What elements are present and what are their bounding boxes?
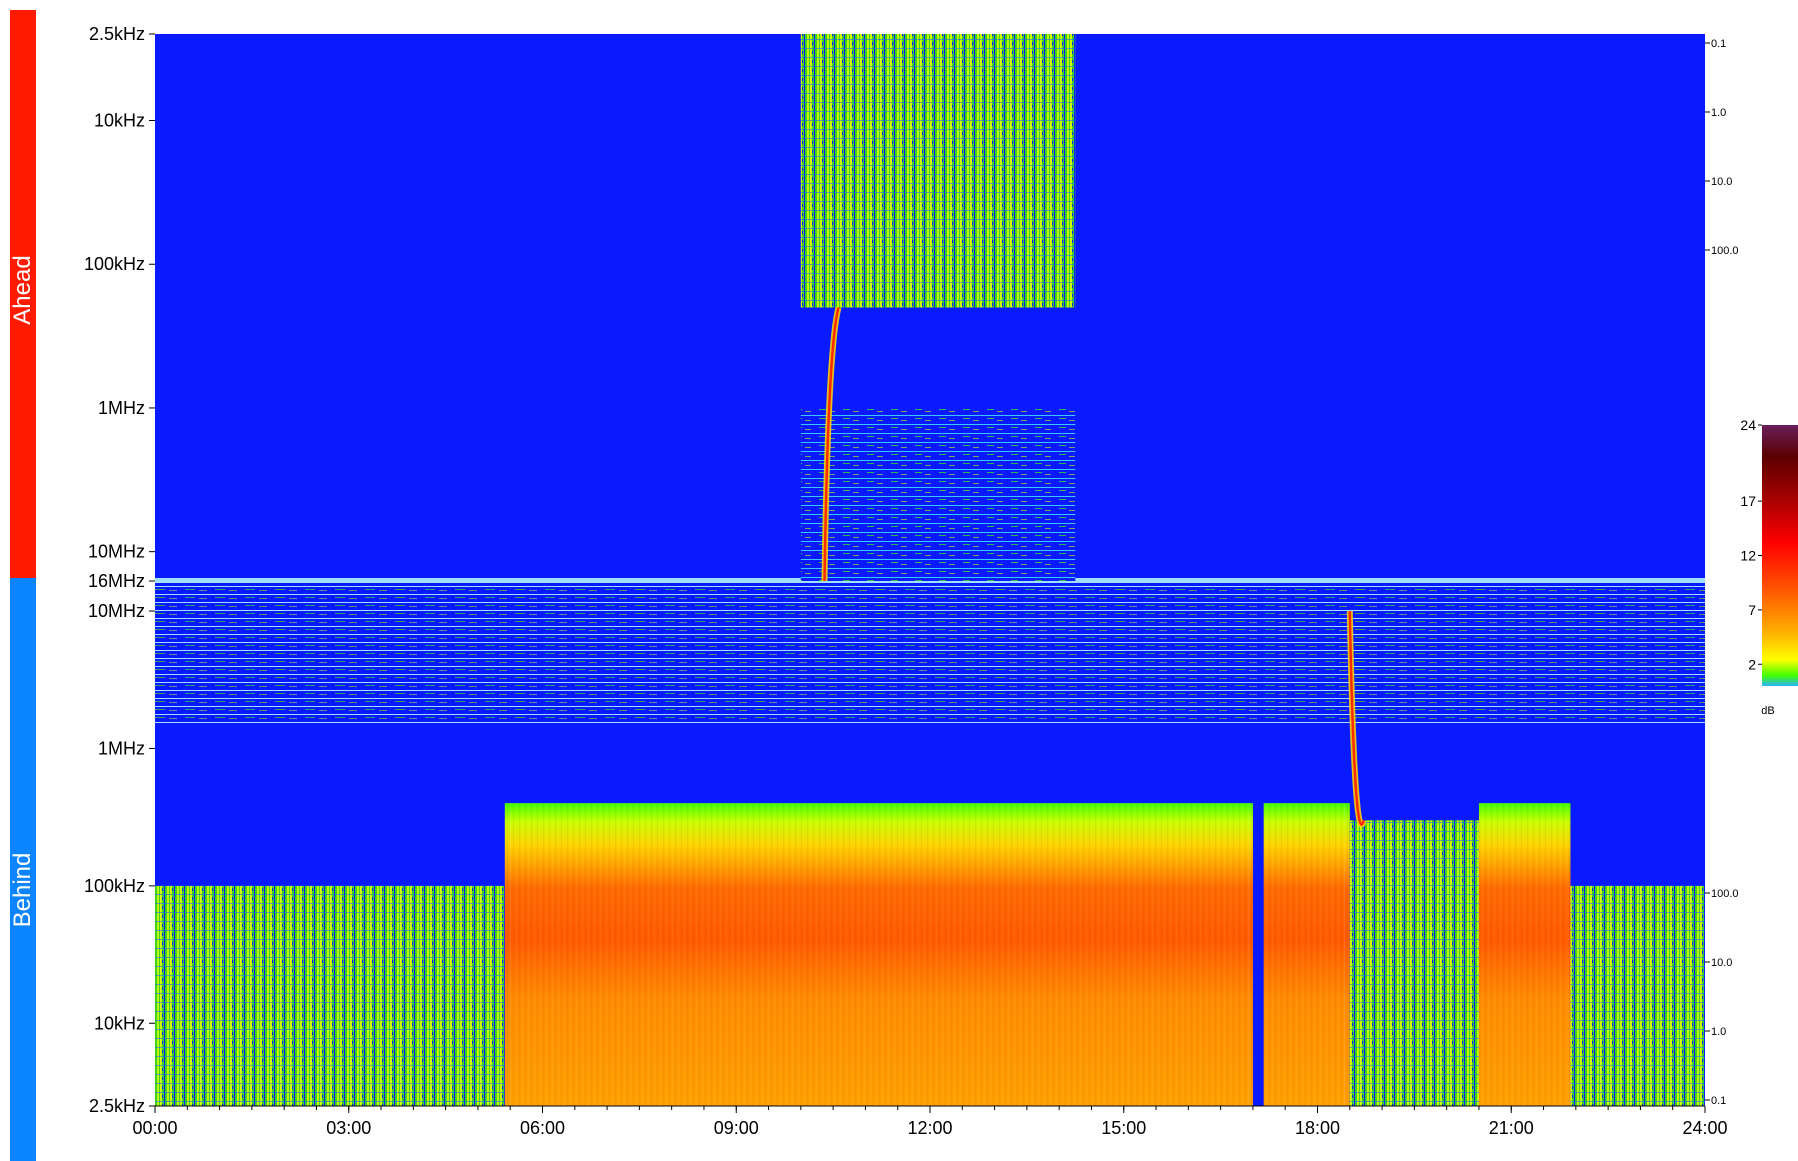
x-tick-label: 06:00: [520, 1118, 565, 1138]
x-tick-label: 18:00: [1295, 1118, 1340, 1138]
right-tick-label: 0.1: [1711, 1095, 1726, 1107]
colorbar: [1762, 425, 1798, 686]
x-tick-label: 09:00: [714, 1118, 759, 1138]
ahead-panel-bar: [10, 10, 36, 578]
y-tick-label: 10MHz: [88, 601, 145, 621]
x-tick-label: 15:00: [1101, 1118, 1146, 1138]
y-tick-label: 100kHz: [84, 876, 145, 896]
colorbar-unit-label: dB: [1761, 705, 1774, 717]
behind-noise-band: [155, 583, 1705, 725]
right-tick-label: 1.0: [1711, 1026, 1726, 1038]
activity-block-texture: [1263, 803, 1350, 1106]
x-tick-label: 12:00: [907, 1118, 952, 1138]
y-tick-label: 16MHz: [88, 571, 145, 591]
activity-block: [800, 407, 1076, 581]
right-tick-label: 100.0: [1711, 888, 1739, 900]
right-tick-label: 10.0: [1711, 957, 1732, 969]
activity-block-texture: [504, 803, 1253, 1106]
y-tick-label: 10MHz: [88, 542, 145, 562]
x-tick-label: 21:00: [1489, 1118, 1534, 1138]
colorbar-tick-label: 7: [1748, 602, 1756, 618]
right-tick-label: 1.0: [1711, 107, 1726, 119]
y-tick-label: 100kHz: [84, 254, 145, 274]
radio-burst: [1348, 611, 1365, 826]
x-tick-label: 03:00: [326, 1118, 371, 1138]
activity-block: [1570, 885, 1705, 1106]
colorbar-tick-label: 24: [1740, 417, 1756, 433]
y-tick-label: 10kHz: [94, 111, 145, 131]
y-tick-label: 10kHz: [94, 1013, 145, 1033]
radio-burst: [823, 307, 840, 582]
x-tick-label: 00:00: [132, 1118, 177, 1138]
right-tick-label: 100.0: [1711, 245, 1739, 257]
x-tick-label: 24:00: [1682, 1118, 1727, 1138]
y-tick-label: 1MHz: [98, 398, 145, 418]
colorbar-tick-label: 17: [1740, 493, 1756, 509]
right-tick-label: 10.0: [1711, 176, 1732, 188]
colorbar-tick-label: 2: [1748, 656, 1756, 672]
activity-block-texture: [1478, 803, 1571, 1106]
colorbar-tick-label: 12: [1740, 548, 1756, 564]
y-tick-label: 1MHz: [98, 738, 145, 758]
right-tick-label: 0.1: [1711, 38, 1726, 50]
behind-panel-bar: [10, 578, 36, 1161]
activity-block: [155, 885, 505, 1106]
activity-block: [800, 34, 1076, 308]
activity-block: [1349, 820, 1479, 1106]
y-tick-label: 2.5kHz: [89, 1096, 145, 1116]
y-tick-label: 2.5kHz: [89, 24, 145, 44]
